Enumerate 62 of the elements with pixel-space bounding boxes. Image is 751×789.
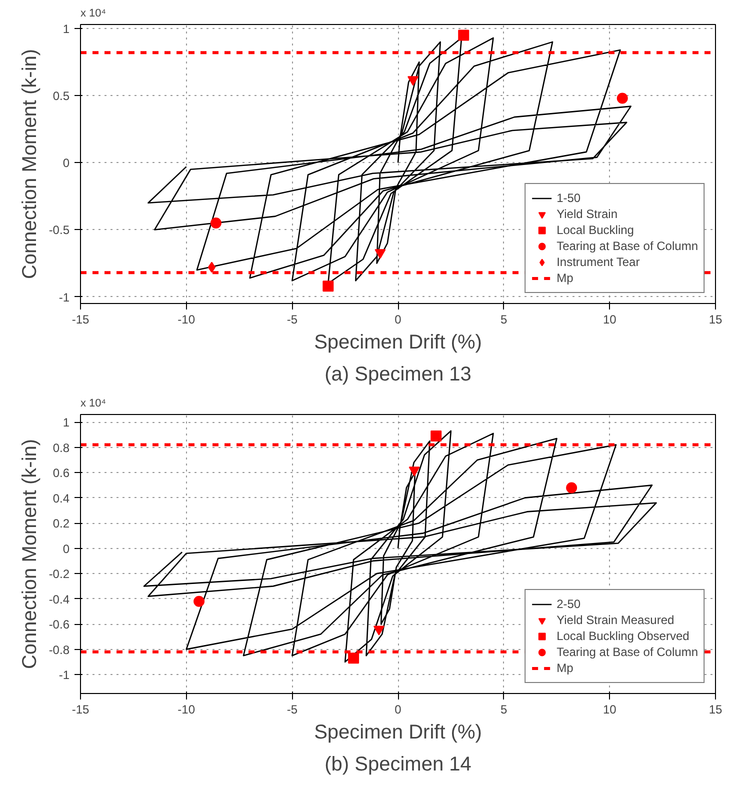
text: (b) Specimen 14 [324,754,472,776]
y-tick-label: 0.8 [52,440,70,455]
point [374,249,386,259]
point [348,652,360,664]
y-axis-title: Connection Moment (k-in) [18,438,41,670]
point [458,30,470,41]
text: x 10⁴ [80,8,106,20]
y-tick-label: 1 [62,416,70,430]
x-tick-label: -10 [178,312,196,326]
point [322,280,334,292]
y-tick-label: 0.5 [52,89,70,104]
y-tick-label: 0.4 [52,491,70,506]
x-tick-label: 0 [394,312,402,326]
x-tick-label: -10 [178,702,196,716]
y-tick-label: -1 [58,668,70,682]
x-tick-label: 5 [500,312,508,326]
x-tick-label: 5 [500,702,508,716]
y-tick-label: 0 [62,542,70,556]
y-tick-label: -0.6 [48,618,70,632]
point [373,626,384,636]
x-tick-label: 10 [602,702,617,716]
y-tick-label: -1 [58,290,70,304]
point [208,262,216,273]
x-axis-title: Specimen Drift (%) [314,332,482,354]
point [408,76,419,86]
legend-label: Mp [556,270,574,286]
point [430,430,442,442]
point [194,596,205,607]
y-tick-label: 0.6 [52,466,70,480]
point [566,482,578,494]
y-tick-label: 0.2 [52,516,70,531]
legend-label: Tearing at Base of Column [556,644,698,660]
x-tick-label: -5 [286,312,298,326]
y-tick-label: -0.4 [48,592,70,606]
legend-label: 1-50 [556,190,581,206]
y-axis-title: Connection Moment (k-in) [18,48,41,280]
x-tick-label: 0 [394,702,402,716]
legend-label: Instrument Tear [556,254,640,270]
y-tick-label: 1 [62,22,70,36]
legend-label: Yield Strain Measured [556,612,674,628]
x-tick-label: -5 [286,702,298,716]
x-tick-label: 10 [602,312,617,326]
x-tick-label: -15 [72,312,90,326]
legend-label: Tearing at Base of Column [556,238,698,254]
text: (a) Specimen 13 [324,364,472,386]
y-tick-label: -0.8 [48,642,70,657]
point [210,218,222,229]
y-tick-label: -0.2 [48,567,70,582]
point [616,92,628,104]
y-tick-label: -0.5 [48,223,70,238]
legend-label: Local Buckling Observed [556,628,690,644]
legend-label: Mp [556,660,574,676]
text: x 10⁴ [80,398,106,410]
y-tick-label: 0 [62,156,70,170]
x-tick-label: 15 [708,702,722,716]
legend-label: Yield Strain [556,206,618,222]
x-tick-label: 15 [708,312,722,326]
point [408,466,420,476]
legend-label: 2-50 [556,596,581,612]
x-tick-label: -15 [72,702,90,716]
x-axis-title: Specimen Drift (%) [314,722,482,744]
legend-label: Local Buckling [556,222,634,238]
